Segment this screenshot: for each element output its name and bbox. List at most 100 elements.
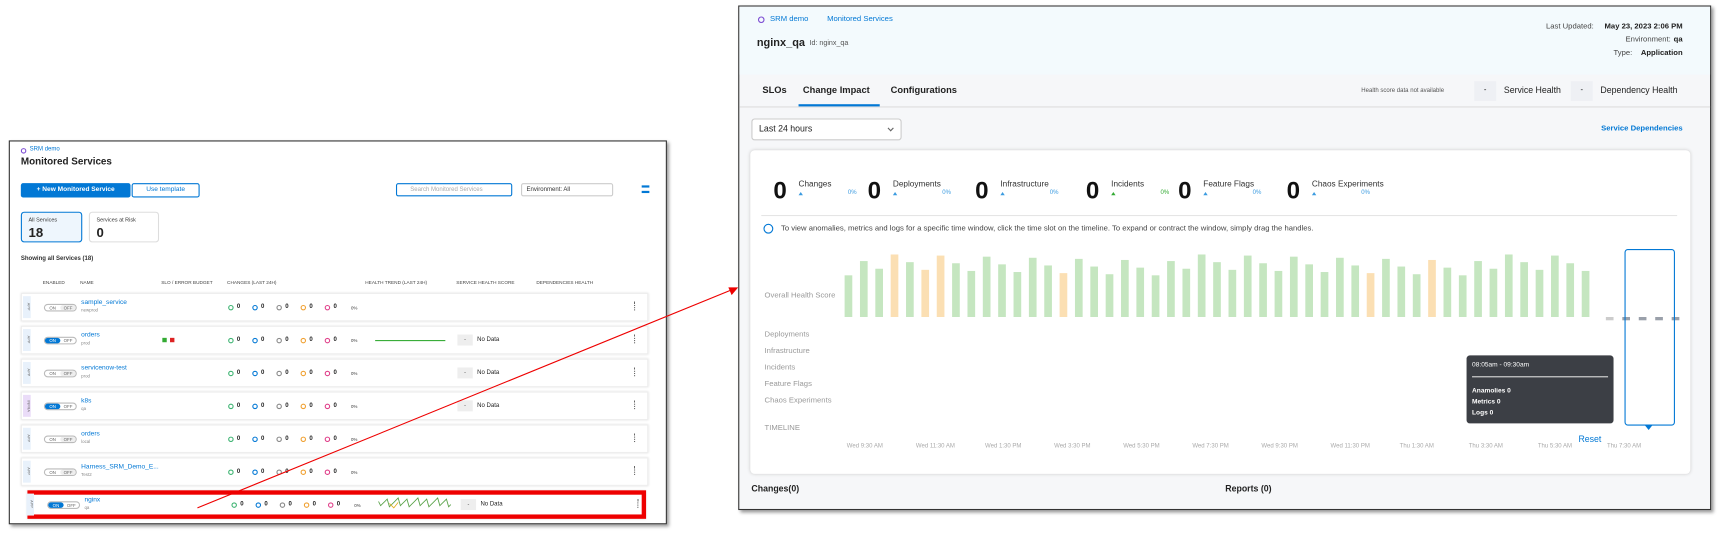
- health-bar[interactable]: [1121, 259, 1129, 318]
- tab[interactable]: SLOs: [762, 84, 787, 96]
- row-menu[interactable]: [634, 433, 636, 443]
- row-menu[interactable]: [634, 334, 636, 344]
- service-env: Test2: [81, 471, 92, 478]
- search-input[interactable]: Search Monitored Services: [395, 183, 513, 197]
- health-bar[interactable]: [1136, 267, 1145, 318]
- view-toggle[interactable]: [641, 185, 650, 194]
- health-bar[interactable]: [982, 256, 991, 318]
- health-bar[interactable]: [936, 255, 945, 318]
- health-bar[interactable]: [1336, 257, 1344, 318]
- enable-toggle[interactable]: ON OFF: [43, 468, 77, 477]
- health-bar[interactable]: [1520, 262, 1528, 318]
- health-bar[interactable]: [998, 264, 1006, 318]
- service-row[interactable]: APP ON OFF Harness_SRM_Demo_E... Test2 0 0 0 0 0 0…: [20, 457, 649, 486]
- change-count: 0: [309, 336, 313, 343]
- service-dependencies-link[interactable]: Service Dependencies: [1601, 125, 1683, 133]
- health-bar[interactable]: [1551, 255, 1559, 318]
- enable-toggle[interactable]: ON OFF: [43, 336, 77, 345]
- health-bar[interactable]: [1305, 264, 1313, 318]
- health-bar[interactable]: [1566, 263, 1575, 318]
- health-bar[interactable]: [1458, 275, 1467, 318]
- service-name[interactable]: orders: [81, 332, 100, 339]
- health-bar[interactable]: [921, 269, 930, 318]
- service-row[interactable]: APP ON OFF servicenow-test prod 0 0 0 0 0 0% - No Da…: [20, 358, 649, 388]
- row-menu[interactable]: [634, 367, 636, 377]
- service-row[interactable]: APP ON OFF nginx qa 0 0 0 0 0 0% - No Data: [26, 490, 647, 519]
- change-icon: [255, 502, 262, 508]
- health-bar[interactable]: [1443, 267, 1452, 318]
- health-bar[interactable]: [1074, 258, 1083, 318]
- change-count: 0: [309, 303, 313, 310]
- health-bar[interactable]: [1489, 268, 1498, 318]
- enable-toggle[interactable]: ON OFF: [43, 303, 77, 312]
- tab[interactable]: Configurations: [890, 84, 957, 96]
- health-bar[interactable]: [1013, 272, 1022, 318]
- health-bar[interactable]: [1197, 254, 1206, 318]
- health-bar[interactable]: [1474, 261, 1482, 318]
- breadcrumb[interactable]: SRM demo: [29, 145, 60, 153]
- tab[interactable]: Change Impact: [802, 84, 870, 96]
- health-bar[interactable]: [890, 254, 899, 318]
- health-bar[interactable]: [1535, 269, 1544, 318]
- health-bar[interactable]: [906, 262, 914, 318]
- health-bar[interactable]: [1228, 269, 1237, 318]
- health-bar[interactable]: [952, 263, 960, 318]
- health-bar[interactable]: [967, 270, 976, 318]
- service-name[interactable]: servicenow-test: [81, 365, 127, 372]
- health-bar[interactable]: [1504, 254, 1513, 318]
- service-name[interactable]: k8s: [81, 398, 92, 405]
- environment-select[interactable]: Environment: All: [521, 183, 614, 197]
- health-bar[interactable]: [1090, 266, 1098, 318]
- health-bar[interactable]: [1351, 265, 1360, 318]
- enable-toggle[interactable]: ON OFF: [43, 369, 77, 378]
- breadcrumb[interactable]: Monitored Services: [827, 15, 893, 24]
- health-bar[interactable]: [844, 275, 853, 318]
- health-bar[interactable]: [1259, 263, 1267, 318]
- health-bar[interactable]: [1366, 273, 1375, 318]
- health-bar[interactable]: [1028, 257, 1037, 318]
- service-name[interactable]: Harness_SRM_Demo_E...: [81, 463, 159, 471]
- template-button[interactable]: Use template: [131, 183, 200, 198]
- showing-count: Showing all Services (18): [20, 255, 94, 263]
- health-bar[interactable]: [1213, 262, 1221, 318]
- row-menu[interactable]: [637, 499, 639, 508]
- health-bar[interactable]: [1428, 259, 1436, 318]
- service-name[interactable]: orders: [81, 431, 100, 438]
- summary-card[interactable]: All Services 18: [20, 211, 83, 243]
- enable-toggle[interactable]: ON OFF: [43, 435, 77, 444]
- new-service-button[interactable]: + New Monitored Service: [20, 183, 131, 198]
- row-menu[interactable]: [634, 466, 636, 475]
- health-bar[interactable]: [1105, 274, 1114, 318]
- health-bar[interactable]: [1382, 258, 1390, 318]
- health-bar[interactable]: [1397, 266, 1406, 318]
- selection-window[interactable]: [1624, 248, 1675, 426]
- row-menu[interactable]: [634, 400, 636, 410]
- health-bar[interactable]: [1274, 270, 1283, 318]
- service-name[interactable]: nginx: [84, 496, 101, 504]
- health-bar[interactable]: [1581, 270, 1590, 318]
- service-name[interactable]: sample_service: [81, 299, 127, 307]
- reset-button[interactable]: Reset: [1578, 434, 1602, 445]
- service-row[interactable]: APP ON OFF sample_service newprod 0 0 0 0 0 0%: [20, 292, 649, 322]
- summary-card[interactable]: Services at Risk 0: [88, 211, 160, 243]
- service-row[interactable]: APP ON OFF orders prod 0 0 0 0 0 0% - No Data: [20, 325, 649, 355]
- health-bar[interactable]: [1167, 261, 1175, 318]
- health-bar[interactable]: [1289, 256, 1298, 318]
- timeline-row-label: TIMELINE: [764, 424, 800, 433]
- health-bar[interactable]: [1243, 255, 1252, 318]
- service-row[interactable]: INFRA ON OFF k8s qa 0 0 0 0 0 0% - No Data: [20, 391, 649, 421]
- health-bar[interactable]: [1044, 265, 1052, 318]
- enable-toggle[interactable]: ON OFF: [47, 501, 81, 509]
- service-row[interactable]: APP ON OFF orders local 0 0 0 0 0 0%: [20, 424, 649, 454]
- health-bar[interactable]: [1182, 268, 1191, 318]
- row-menu[interactable]: [634, 301, 636, 311]
- health-bar[interactable]: [875, 268, 884, 318]
- health-bar[interactable]: [859, 261, 868, 318]
- health-bar[interactable]: [1320, 272, 1329, 318]
- time-range-select[interactable]: Last 24 hours: [751, 118, 902, 141]
- health-bar[interactable]: [1059, 273, 1068, 318]
- health-bar[interactable]: [1151, 275, 1160, 318]
- health-bar[interactable]: [1412, 274, 1421, 318]
- enable-toggle[interactable]: ON OFF: [43, 402, 77, 411]
- breadcrumb[interactable]: SRM demo: [770, 15, 809, 24]
